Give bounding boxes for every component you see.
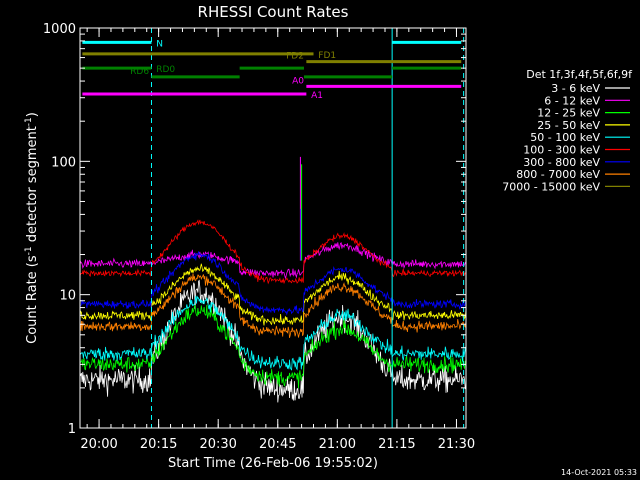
legend-entry-label: 3 - 6 keV <box>551 82 600 95</box>
series-line <box>79 304 467 389</box>
flag-label: A1 <box>311 91 323 101</box>
x-axis-label: Start Time (26-Feb-06 19:55:02) <box>168 456 378 471</box>
x-tick-label: 20:30 <box>199 437 236 452</box>
series-line <box>79 273 467 339</box>
series-line <box>79 279 467 403</box>
x-tick-label: 21:15 <box>378 437 415 452</box>
y-axis-label: Count Rate (s-1 detector segment-1) <box>24 112 40 344</box>
series-line <box>79 263 467 326</box>
x-tick-label: 20:00 <box>80 437 117 452</box>
flag-label: RD6 <box>130 67 149 77</box>
y-tick-label: 1000 <box>43 22 76 37</box>
y-tick-label: 1 <box>68 422 76 437</box>
legend-entry-label: 7000 - 15000 keV <box>502 180 600 193</box>
legend-entry-label: 800 - 7000 keV <box>516 168 600 181</box>
flag-label: A0 <box>292 76 304 86</box>
legend-entry-label: 25 - 50 keV <box>537 119 600 132</box>
flag-label: N <box>156 39 163 49</box>
x-tick-label: 21:30 <box>438 437 475 452</box>
series-curves <box>79 156 467 403</box>
series-line <box>79 242 467 280</box>
x-tick-label: 20:15 <box>140 437 177 452</box>
footer-timestamp: 14-Oct-2021 05:33 <box>561 468 637 477</box>
plot-frame <box>79 27 467 429</box>
series-line <box>79 295 467 371</box>
legend-entry-label: 12 - 25 keV <box>537 107 600 120</box>
legend-entry-label: 100 - 300 keV <box>523 144 600 157</box>
x-tick-label: 20:45 <box>259 437 296 452</box>
y-tick-label: 100 <box>51 155 76 170</box>
legend-entry-label: 6 - 12 keV <box>544 94 600 107</box>
y-tick-label: 10 <box>59 289 76 304</box>
flag-label: RD0 <box>156 65 175 75</box>
series-line <box>79 219 467 285</box>
legend-entry-label: 50 - 100 keV <box>530 131 600 144</box>
flag-label: FD2 <box>286 52 304 62</box>
flag-label: FD1 <box>318 51 336 61</box>
legend-title: Det 1f,3f,4f,5f,6f,9f <box>526 68 633 81</box>
axes-ticks: 1 10 100 1000 20:00 20:15 20:30 20:45 21:00 21:15… <box>43 22 475 452</box>
x-tick-label: 21:00 <box>319 437 356 452</box>
legend-entry-label: 300 - 800 keV <box>523 156 600 169</box>
status-flag-bars: N FD1 FD2 RD0 RD6 A0 A1 <box>82 39 462 101</box>
chart-title: RHESSI Count Rates <box>198 3 349 21</box>
series-line <box>79 251 467 316</box>
